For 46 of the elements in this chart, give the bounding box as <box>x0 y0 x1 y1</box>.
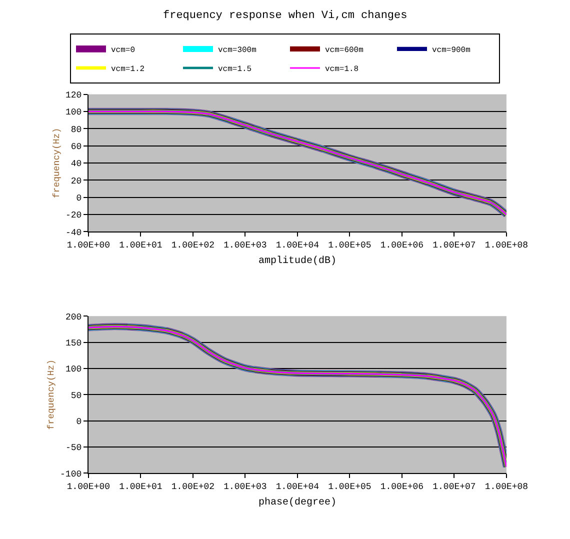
y-tick-label: 0 <box>76 416 82 427</box>
x-tick-label: 1.00E+04 <box>276 482 320 492</box>
legend-label: vcm=600m <box>325 46 364 56</box>
legend-label: vcm=300m <box>218 46 257 56</box>
y-tick-label: 150 <box>65 338 82 348</box>
y-axis-title: frequency(Hz) <box>52 128 62 198</box>
chart-title: frequency response when Vi,cm changes <box>163 10 408 22</box>
x-tick-label: 1.00E+00 <box>66 482 110 492</box>
x-tick-label: 1.00E+04 <box>276 240 320 250</box>
x-tick-label: 1.00E+06 <box>380 482 424 492</box>
legend-label: vcm=1.8 <box>325 65 359 74</box>
y-tick-label: -40 <box>65 228 82 238</box>
x-tick-label: 1.00E+05 <box>328 482 372 492</box>
y-tick-label: 40 <box>70 159 82 170</box>
legend-label: vcm=1.2 <box>111 65 145 74</box>
y-tick-label: 200 <box>65 312 82 322</box>
legend-label: vcm=1.5 <box>218 65 252 74</box>
x-tick-label: 1.00E+06 <box>380 240 424 250</box>
x-tick-label: 1.00E+02 <box>171 240 215 250</box>
y-tick-label: 0 <box>76 193 82 204</box>
x-tick-label: 1.00E+02 <box>171 482 215 492</box>
x-tick-label: 1.00E+07 <box>432 240 476 250</box>
y-tick-label: 60 <box>70 142 82 152</box>
x-tick-label: 1.00E+03 <box>224 482 267 492</box>
y-tick-label: 100 <box>65 108 82 118</box>
legend-label: vcm=900m <box>432 46 471 56</box>
x-tick-label: 1.00E+01 <box>119 482 162 492</box>
x-tick-label: 1.00E+08 <box>484 240 528 250</box>
y-tick-label: -50 <box>65 443 82 454</box>
x-axis-title: amplitude(dB) <box>258 254 336 267</box>
legend-label: vcm=0 <box>111 46 136 56</box>
x-tick-label: 1.00E+03 <box>224 240 267 250</box>
x-tick-label: 1.00E+01 <box>119 240 162 250</box>
x-tick-label: 1.00E+05 <box>328 240 372 250</box>
y-tick-label: -20 <box>65 210 82 221</box>
y-tick-label: 20 <box>70 176 82 186</box>
y-tick-label: 50 <box>70 390 82 401</box>
x-tick-label: 1.00E+00 <box>66 240 110 250</box>
y-axis-title: frequency(Hz) <box>46 360 56 430</box>
y-tick-label: 80 <box>70 124 82 135</box>
x-tick-label: 1.00E+08 <box>484 482 528 492</box>
x-axis-title: phase(degree) <box>258 496 336 508</box>
y-tick-label: 100 <box>65 364 82 375</box>
y-tick-label: 120 <box>65 90 82 100</box>
y-tick-label: -100 <box>60 469 82 480</box>
x-tick-label: 1.00E+07 <box>432 482 476 492</box>
